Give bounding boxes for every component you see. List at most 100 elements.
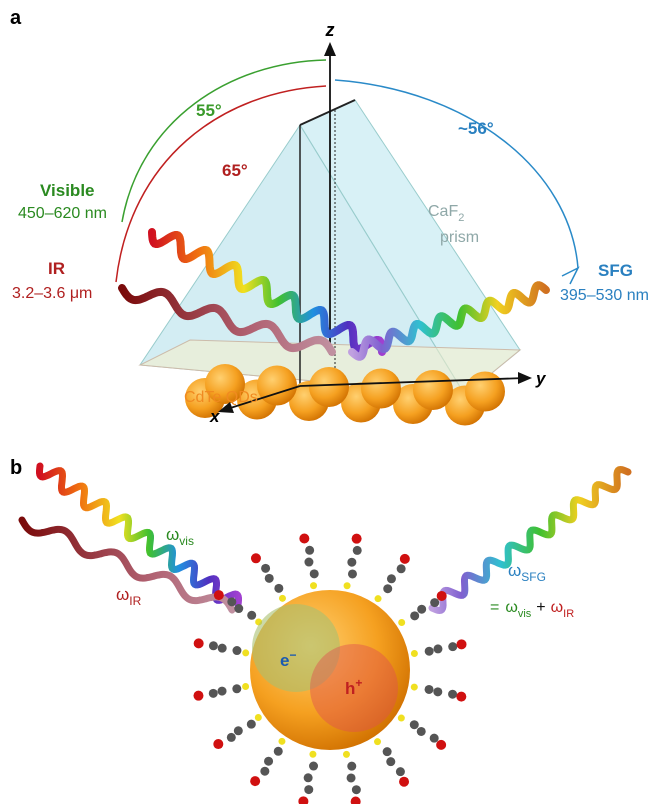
atom: [304, 785, 314, 795]
angle-label: 65°: [222, 161, 248, 180]
atom: [303, 773, 313, 783]
atom: [193, 690, 204, 701]
text: vis: [518, 608, 532, 620]
text: +: [355, 676, 362, 690]
sample-label: CdTe QDs: [184, 389, 258, 406]
axis-label: z: [325, 20, 335, 40]
sulfur: [397, 714, 405, 722]
axis-label: x: [209, 407, 221, 426]
qd-sphere: [413, 370, 453, 410]
atom: [260, 766, 270, 776]
hole-cloud: [310, 644, 398, 732]
atom: [274, 583, 284, 593]
text: 2: [458, 212, 464, 224]
sulfur: [410, 683, 418, 691]
sulfur: [398, 618, 406, 626]
angle-label: ~56°: [458, 119, 494, 138]
atom: [347, 569, 357, 579]
prism-edge: [299, 99, 356, 126]
atom: [433, 687, 443, 697]
atom: [250, 776, 261, 787]
atom: [305, 545, 315, 555]
atom: [456, 691, 467, 702]
sulfur: [242, 682, 250, 690]
prism-label: CaF2: [428, 203, 464, 224]
sulfur: [242, 649, 250, 657]
omega-label: ωvis: [166, 525, 194, 548]
atom: [352, 545, 362, 555]
ir-beam: [118, 284, 336, 356]
hole-label: h+: [345, 676, 362, 698]
sulfur: [374, 738, 382, 746]
sulfur: [374, 595, 382, 603]
atom: [232, 646, 242, 656]
atom: [304, 557, 314, 567]
atom: [217, 686, 227, 696]
atom: [410, 611, 420, 621]
sulfur: [309, 750, 317, 758]
atom: [395, 767, 405, 777]
atom: [299, 533, 310, 544]
atom: [227, 597, 237, 607]
atom: [213, 739, 224, 750]
text: h: [345, 679, 355, 698]
ir-beam: [18, 516, 236, 614]
sulfur: [278, 737, 286, 745]
sulfur: [410, 650, 418, 658]
atom: [208, 688, 218, 698]
atom: [417, 604, 427, 614]
omega-label: ωIR: [116, 585, 142, 608]
axis-label: y: [535, 369, 547, 388]
x-axis: [223, 385, 301, 411]
atom: [193, 638, 204, 649]
atom: [456, 639, 467, 650]
text: −: [289, 648, 296, 662]
ligands: [193, 533, 467, 807]
text: CaF: [428, 203, 458, 220]
atom: [448, 689, 458, 699]
beam-range: 450–620 nm: [18, 205, 107, 222]
atom: [273, 746, 283, 756]
atom: [234, 604, 244, 614]
qd-sphere: [465, 371, 505, 412]
atom: [232, 684, 242, 694]
atom: [416, 726, 426, 736]
qd-sphere: [361, 368, 401, 409]
atom: [396, 564, 406, 574]
text: ω: [116, 585, 129, 604]
y-axis: [299, 377, 526, 387]
beam-name: SFG: [598, 261, 633, 280]
atom: [409, 720, 419, 730]
text: IR: [563, 608, 574, 620]
text: ω: [166, 525, 179, 544]
text: IR: [129, 594, 141, 608]
arrow-head: [324, 42, 336, 56]
atom: [382, 747, 392, 757]
electron-cloud: [252, 604, 340, 692]
equation: = ωvis + ωIR: [490, 599, 574, 620]
atom: [246, 719, 256, 729]
sulfur: [254, 714, 262, 722]
text: SFG: [521, 570, 546, 584]
atom: [429, 733, 439, 743]
atom: [261, 563, 271, 573]
text: ω: [551, 599, 564, 616]
qd-sphere: [309, 367, 349, 407]
atom: [250, 553, 261, 564]
qd-sphere: [205, 364, 245, 404]
atom: [399, 553, 410, 564]
atom: [347, 761, 357, 771]
visible-beam: [148, 228, 386, 356]
angle-arc: [115, 85, 327, 283]
atom: [436, 590, 447, 601]
atom: [264, 756, 274, 766]
text: =: [490, 599, 499, 616]
atom: [217, 643, 227, 653]
text: ω: [505, 599, 518, 616]
sfg-beam: [348, 281, 550, 361]
atom: [351, 785, 361, 795]
atom: [424, 684, 434, 694]
arrow-head: [518, 372, 532, 384]
